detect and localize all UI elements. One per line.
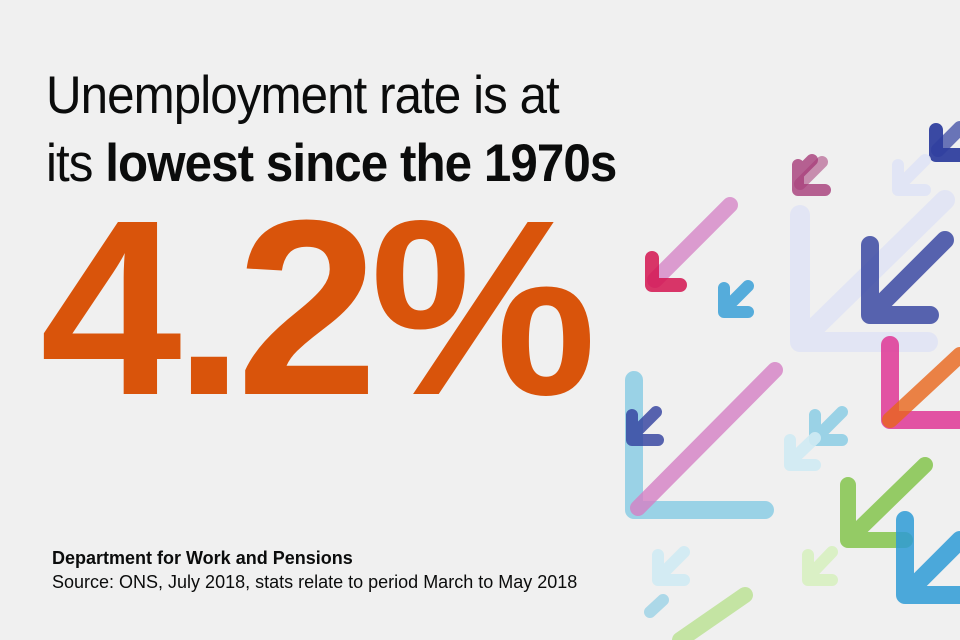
arrow-navy-mid xyxy=(861,231,954,324)
arrow-green xyxy=(840,457,933,548)
down-left-arrows-icon xyxy=(625,121,960,640)
unemployment-rate-value: 4.2% xyxy=(40,168,597,447)
chevron-navy-left xyxy=(626,406,664,446)
source-note: Source: ONS, July 2018, stats relate to … xyxy=(52,572,578,592)
chevron-purple xyxy=(792,154,831,196)
organisation-name: Department for Work and Pensions xyxy=(52,548,353,568)
chevron-blue xyxy=(718,280,754,318)
headline: Unemployment rate is at its lowest since… xyxy=(46,62,697,198)
arrow-pink-top xyxy=(647,197,738,288)
headline-line-1: Unemployment rate is at xyxy=(46,66,560,125)
arrow-blue-bottom xyxy=(896,511,960,604)
headline-line-2-bold: lowest since the 1970s xyxy=(105,134,617,193)
headline-line-2: its lowest since the 1970s xyxy=(46,130,697,198)
arrow-pink-top-head xyxy=(645,251,687,292)
arrow-pink-long xyxy=(630,362,783,516)
headline-line-2-prefix: its xyxy=(46,134,106,193)
footer: Department for Work and Pensions Source:… xyxy=(52,546,577,594)
